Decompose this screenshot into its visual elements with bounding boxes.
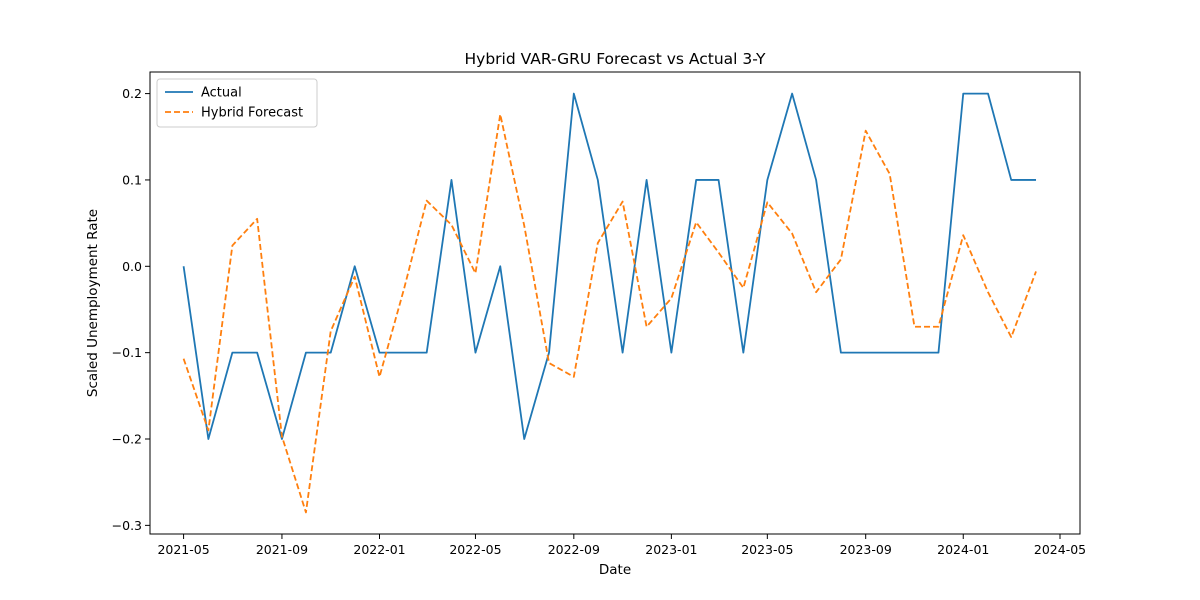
x-tick-label: 2022-01 (353, 542, 405, 557)
series-line-actual (182, 92, 1037, 440)
x-tick-label: 2024-05 (1034, 542, 1086, 557)
x-axis-ticks: 2021-05 2021-09 2022-01 2022-05 2022-09 2023-… (157, 534, 1086, 557)
x-tick-label: 2024-01 (937, 542, 989, 557)
plot-area (149, 71, 1081, 535)
x-tick-label: 2023-05 (741, 542, 793, 557)
x-tick-label: 2023-09 (840, 542, 892, 557)
y-axis-title: Scaled Unemployment Rate (85, 209, 101, 397)
chart-title: Hybrid VAR-GRU Forecast vs Actual 3-Y (465, 50, 766, 68)
y-tick-label: 0.2 (122, 86, 142, 101)
x-axis-title: Date (599, 562, 631, 578)
x-tick-label: 2022-05 (449, 542, 501, 557)
x-tick-label: 2023-01 (645, 542, 697, 557)
x-tick-label: 2021-09 (256, 542, 308, 557)
legend: Actual Hybrid Forecast (156, 78, 318, 128)
x-tick-label: 2022-09 (548, 542, 600, 557)
series-line-hybrid-forecast (182, 113, 1037, 514)
series-layer (182, 92, 1037, 514)
axes-frame (149, 71, 1081, 535)
x-tick-label: 2021-05 (157, 542, 209, 557)
y-axis-ticks: −0.3 −0.2 −0.1 0.0 0.1 0.2 (112, 86, 150, 533)
y-tick-label: −0.3 (112, 518, 142, 533)
legend-label-hybrid-forecast: Hybrid Forecast (201, 106, 303, 121)
y-tick-label: 0.0 (122, 259, 142, 274)
legend-label-actual: Actual (201, 86, 242, 101)
y-tick-label: −0.1 (112, 345, 142, 360)
y-tick-label: −0.2 (112, 432, 142, 447)
legend-box (156, 78, 318, 128)
y-tick-label: 0.1 (122, 172, 142, 187)
